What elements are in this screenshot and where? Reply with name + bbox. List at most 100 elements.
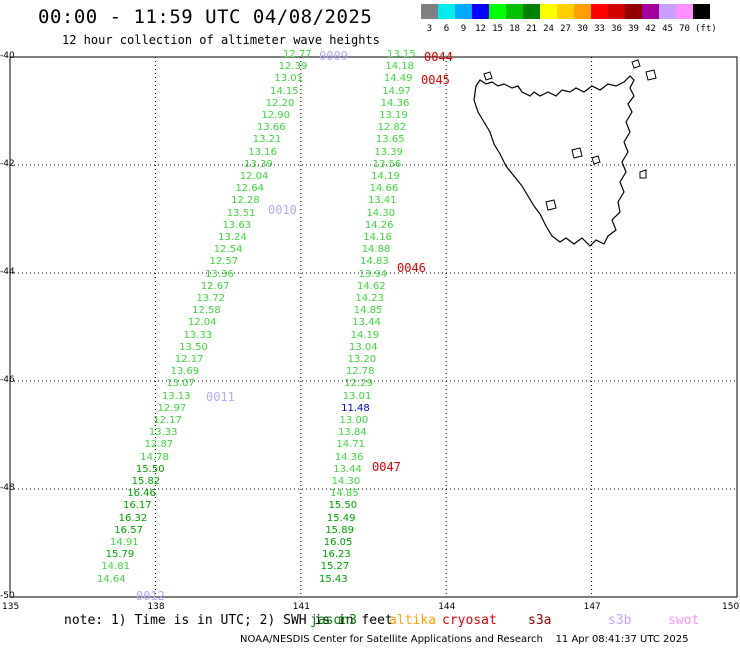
swh-value: 14.81 (101, 561, 130, 573)
swh-value: 13.15 (387, 49, 416, 60)
pass-label: 0009 (319, 49, 348, 63)
swh-value: 14.23 (355, 293, 384, 304)
swh-value: 14.91 (109, 537, 139, 548)
swh-value: 13.33 (183, 329, 213, 341)
swh-value: 13.69 (170, 366, 200, 378)
tasmania-islands (483, 59, 657, 211)
swh-value: 16.57 (114, 524, 143, 536)
swh-value: 15.43 (319, 573, 348, 585)
footer-credit: NOAA/NESDIS Center for Satellite Applica… (240, 634, 689, 645)
scale-swatch (489, 4, 506, 19)
swh-value: 12.57 (209, 256, 239, 268)
swh-value: 11.48 (341, 402, 370, 414)
swh-value: 16.17 (122, 500, 152, 512)
swh-value: 15.89 (325, 524, 354, 536)
scale-swatch (659, 4, 676, 19)
scale-label: 39 (628, 24, 639, 34)
scale-swatch (625, 4, 642, 19)
swh-value: 13.07 (166, 378, 195, 390)
longitude-label: 150 (722, 602, 740, 612)
scale-label: 3 (426, 24, 433, 34)
mission-legend-item: swot (668, 613, 700, 628)
swh-value: 14.30 (366, 207, 396, 219)
latitude-label: -44 (0, 267, 15, 277)
swh-value: 16.05 (323, 537, 353, 548)
latitude-label: -40 (0, 51, 15, 61)
swh-value: 13.50 (179, 341, 208, 353)
swh-value: 13.56 (372, 158, 402, 170)
swh-value: 14.19 (371, 171, 400, 182)
scale-label: 15 (492, 24, 503, 34)
scale-label: 6 (443, 24, 450, 34)
scale-label: 33 (594, 24, 605, 34)
swh-value: 14.15 (270, 85, 299, 97)
swh-value: 14.36 (334, 451, 364, 463)
swh-value: 12.67 (200, 280, 230, 292)
swh-value: 13.16 (248, 146, 278, 158)
pass-label: 0011 (206, 390, 235, 404)
mission-legend-item: s3b (608, 613, 632, 628)
scale-swatch (676, 4, 693, 19)
swh-value: 12.77 (283, 49, 312, 60)
scale-swatch (557, 4, 574, 19)
swh-value: 16.23 (322, 549, 351, 561)
swh-value: 14.30 (331, 476, 361, 487)
swh-value: 12.17 (174, 354, 204, 365)
latitude-label: -50 (0, 591, 15, 601)
swh-value: 13.33 (148, 427, 178, 439)
swh-value: 13.01 (342, 390, 372, 402)
swh-value: 14.62 (356, 280, 386, 292)
swh-value: 12.87 (144, 439, 174, 451)
swh-value: 12.39 (278, 61, 308, 73)
swh-value: 12.04 (239, 171, 269, 182)
scale-swatch (438, 4, 455, 19)
swh-value: 13.01 (274, 73, 303, 85)
swh-value: 15.50 (135, 463, 165, 475)
swh-value: 16.46 (127, 488, 156, 500)
swh-value: 13.21 (252, 134, 282, 146)
swh-value: 13.94 (358, 268, 388, 280)
map-frame (9, 56, 738, 598)
scale-swatch (472, 4, 489, 19)
longitude-label: 147 (583, 602, 601, 612)
swh-value: 15.27 (320, 561, 350, 573)
swh-value: 14.19 (350, 329, 380, 341)
longitude-label: 138 (147, 602, 165, 612)
scale-swatch (523, 4, 540, 19)
scale-swatch (574, 4, 591, 19)
swh-value: 13.04 (349, 341, 378, 353)
swh-value: 13.84 (337, 427, 367, 439)
swh-value: 13.39 (374, 146, 403, 158)
mission-legend-item: cryosat (442, 613, 497, 628)
scale-label: 18 (509, 24, 520, 34)
swh-value: 15.49 (326, 512, 356, 524)
swh-value: 12.58 (192, 305, 221, 317)
swh-value: 12.17 (153, 415, 182, 426)
swh-value: 14.36 (380, 97, 410, 109)
swh-value: 14.78 (140, 451, 169, 463)
scale-label: 12 (475, 24, 486, 34)
tasmania-coastline (473, 75, 635, 247)
swh-value: 13.51 (226, 207, 256, 219)
swh-value: 14.49 (383, 73, 413, 85)
swh-value: 12.28 (231, 195, 260, 207)
pass-label: 0012 (136, 589, 165, 603)
scale-swatch (540, 4, 557, 19)
pass-label: 0045 (421, 73, 450, 87)
scale-label: 30 (577, 24, 588, 34)
scale-label: 45 (662, 24, 673, 34)
swh-value: 13.39 (244, 158, 273, 170)
scale-label: 9 (460, 24, 467, 34)
swh-value: 13.13 (161, 390, 191, 402)
scale-label: 27 (560, 24, 571, 34)
mission-legend-item: jason3 (310, 613, 357, 628)
swh-value: 14.88 (361, 244, 391, 256)
swh-value: 13.00 (339, 415, 369, 426)
scale-label: 70 (679, 24, 690, 34)
swh-value: 14.18 (385, 61, 415, 73)
swh-value: 13.63 (222, 219, 252, 231)
longitude-label: 135 (2, 602, 20, 612)
scale-swatch (693, 4, 710, 19)
swh-value: 14.85 (353, 305, 383, 317)
